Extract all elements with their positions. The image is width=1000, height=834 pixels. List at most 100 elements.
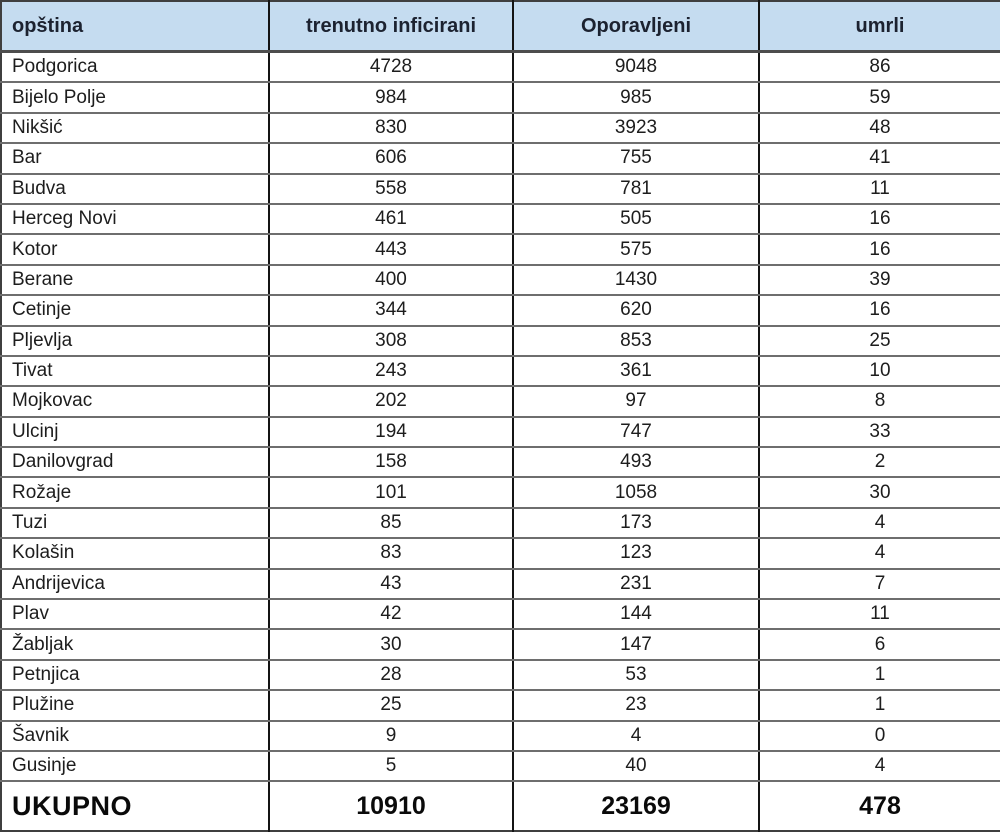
value-cell: 9048 xyxy=(512,51,759,84)
value-cell: 11 xyxy=(758,599,1000,631)
value-cell: 11 xyxy=(758,173,1000,205)
value-cell: 4728 xyxy=(268,51,513,84)
table-row: Danilovgrad 158 493 2 xyxy=(1,447,1000,479)
table-row: Nikšić 830 3923 48 xyxy=(1,112,1000,145)
value-cell: 101 xyxy=(268,477,513,509)
value-cell: 30 xyxy=(268,629,513,661)
table-row: Rožaje 101 1058 30 xyxy=(1,477,1000,509)
municipality-cell: Plav xyxy=(1,599,269,631)
municipality-cell: Bijelo Polje xyxy=(1,82,269,114)
value-cell: 42 xyxy=(268,599,513,631)
total-recovered-cell: 23169 xyxy=(512,780,759,832)
table-row: Šavnik 9 4 0 xyxy=(1,720,1000,752)
municipality-cell: Berane xyxy=(1,264,269,297)
value-cell: 620 xyxy=(512,295,759,327)
table-header: opština trenutno inficirani Oporavljeni … xyxy=(1,1,1000,53)
table-row: Plužine 25 23 1 xyxy=(1,690,1000,722)
value-cell: 9 xyxy=(268,720,513,752)
value-cell: 202 xyxy=(268,386,513,418)
table-row: Žabljak 30 147 6 xyxy=(1,629,1000,661)
value-cell: 25 xyxy=(758,325,1000,357)
table-row: Gusinje 5 40 4 xyxy=(1,750,1000,783)
total-deaths-cell: 478 xyxy=(758,780,1000,832)
value-cell: 985 xyxy=(512,82,759,114)
value-cell: 8 xyxy=(758,386,1000,418)
header-cell-opstina: opština xyxy=(1,1,269,53)
municipality-cell: Cetinje xyxy=(1,295,269,327)
municipality-cell: Nikšić xyxy=(1,112,269,145)
value-cell: 231 xyxy=(512,568,759,601)
value-cell: 400 xyxy=(268,264,513,297)
municipality-cell: Podgorica xyxy=(1,51,269,84)
value-cell: 1 xyxy=(758,690,1000,722)
value-cell: 40 xyxy=(512,750,759,783)
municipality-cell: Mojkovac xyxy=(1,386,269,418)
table-row: Andrijevica 43 231 7 xyxy=(1,568,1000,601)
value-cell: 39 xyxy=(758,264,1000,297)
value-cell: 344 xyxy=(268,295,513,327)
value-cell: 147 xyxy=(512,629,759,661)
value-cell: 16 xyxy=(758,234,1000,266)
value-cell: 361 xyxy=(512,355,759,388)
municipality-cell: Pljevlja xyxy=(1,325,269,357)
value-cell: 0 xyxy=(758,720,1000,752)
total-row: UKUPNO 10910 23169 478 xyxy=(1,780,1000,832)
table-body: Podgorica 4728 9048 86 Bijelo Polje 984 985 59 N… xyxy=(1,51,1000,783)
value-cell: 5 xyxy=(268,750,513,783)
municipality-cell: Bar xyxy=(1,143,269,175)
table-row: Bijelo Polje 984 985 59 xyxy=(1,82,1000,114)
municipality-cell: Tivat xyxy=(1,355,269,388)
municipality-cell: Danilovgrad xyxy=(1,447,269,479)
municipality-cell: Ulcinj xyxy=(1,416,269,449)
table-row: Tivat 243 361 10 xyxy=(1,355,1000,388)
value-cell: 10 xyxy=(758,355,1000,388)
value-cell: 830 xyxy=(268,112,513,145)
value-cell: 4 xyxy=(758,538,1000,570)
value-cell: 144 xyxy=(512,599,759,631)
table-footer: UKUPNO 10910 23169 478 xyxy=(1,780,1000,832)
value-cell: 443 xyxy=(268,234,513,266)
header-cell-umrli: umrli xyxy=(758,1,1000,53)
header-cell-oporavljeni: Oporavljeni xyxy=(512,1,759,53)
header-row: opština trenutno inficirani Oporavljeni … xyxy=(1,1,1000,53)
table-row: Petnjica 28 53 1 xyxy=(1,659,1000,692)
value-cell: 123 xyxy=(512,538,759,570)
table-row: Tuzi 85 173 4 xyxy=(1,507,1000,540)
value-cell: 781 xyxy=(512,173,759,205)
table-row: Mojkovac 202 97 8 xyxy=(1,386,1000,418)
value-cell: 4 xyxy=(758,507,1000,540)
table-row: Pljevlja 308 853 25 xyxy=(1,325,1000,357)
table-row: Kotor 443 575 16 xyxy=(1,234,1000,266)
municipality-cell: Žabljak xyxy=(1,629,269,661)
municipality-cell: Kotor xyxy=(1,234,269,266)
value-cell: 83 xyxy=(268,538,513,570)
value-cell: 59 xyxy=(758,82,1000,114)
total-label-cell: UKUPNO xyxy=(1,780,269,832)
value-cell: 25 xyxy=(268,690,513,722)
value-cell: 23 xyxy=(512,690,759,722)
value-cell: 7 xyxy=(758,568,1000,601)
value-cell: 853 xyxy=(512,325,759,357)
municipality-cell: Gusinje xyxy=(1,750,269,783)
municipality-cell: Tuzi xyxy=(1,507,269,540)
value-cell: 747 xyxy=(512,416,759,449)
table-row: Herceg Novi 461 505 16 xyxy=(1,203,1000,236)
value-cell: 1430 xyxy=(512,264,759,297)
value-cell: 194 xyxy=(268,416,513,449)
header-cell-trenutno-inficirani: trenutno inficirani xyxy=(268,1,513,53)
value-cell: 85 xyxy=(268,507,513,540)
municipality-cell: Andrijevica xyxy=(1,568,269,601)
value-cell: 41 xyxy=(758,143,1000,175)
value-cell: 43 xyxy=(268,568,513,601)
value-cell: 158 xyxy=(268,447,513,479)
table-row: Cetinje 344 620 16 xyxy=(1,295,1000,327)
table-row: Bar 606 755 41 xyxy=(1,143,1000,175)
table-row: Budva 558 781 11 xyxy=(1,173,1000,205)
value-cell: 4 xyxy=(758,750,1000,783)
table-row: Plav 42 144 11 xyxy=(1,599,1000,631)
value-cell: 505 xyxy=(512,203,759,236)
value-cell: 86 xyxy=(758,51,1000,84)
municipality-cell: Herceg Novi xyxy=(1,203,269,236)
value-cell: 6 xyxy=(758,629,1000,661)
